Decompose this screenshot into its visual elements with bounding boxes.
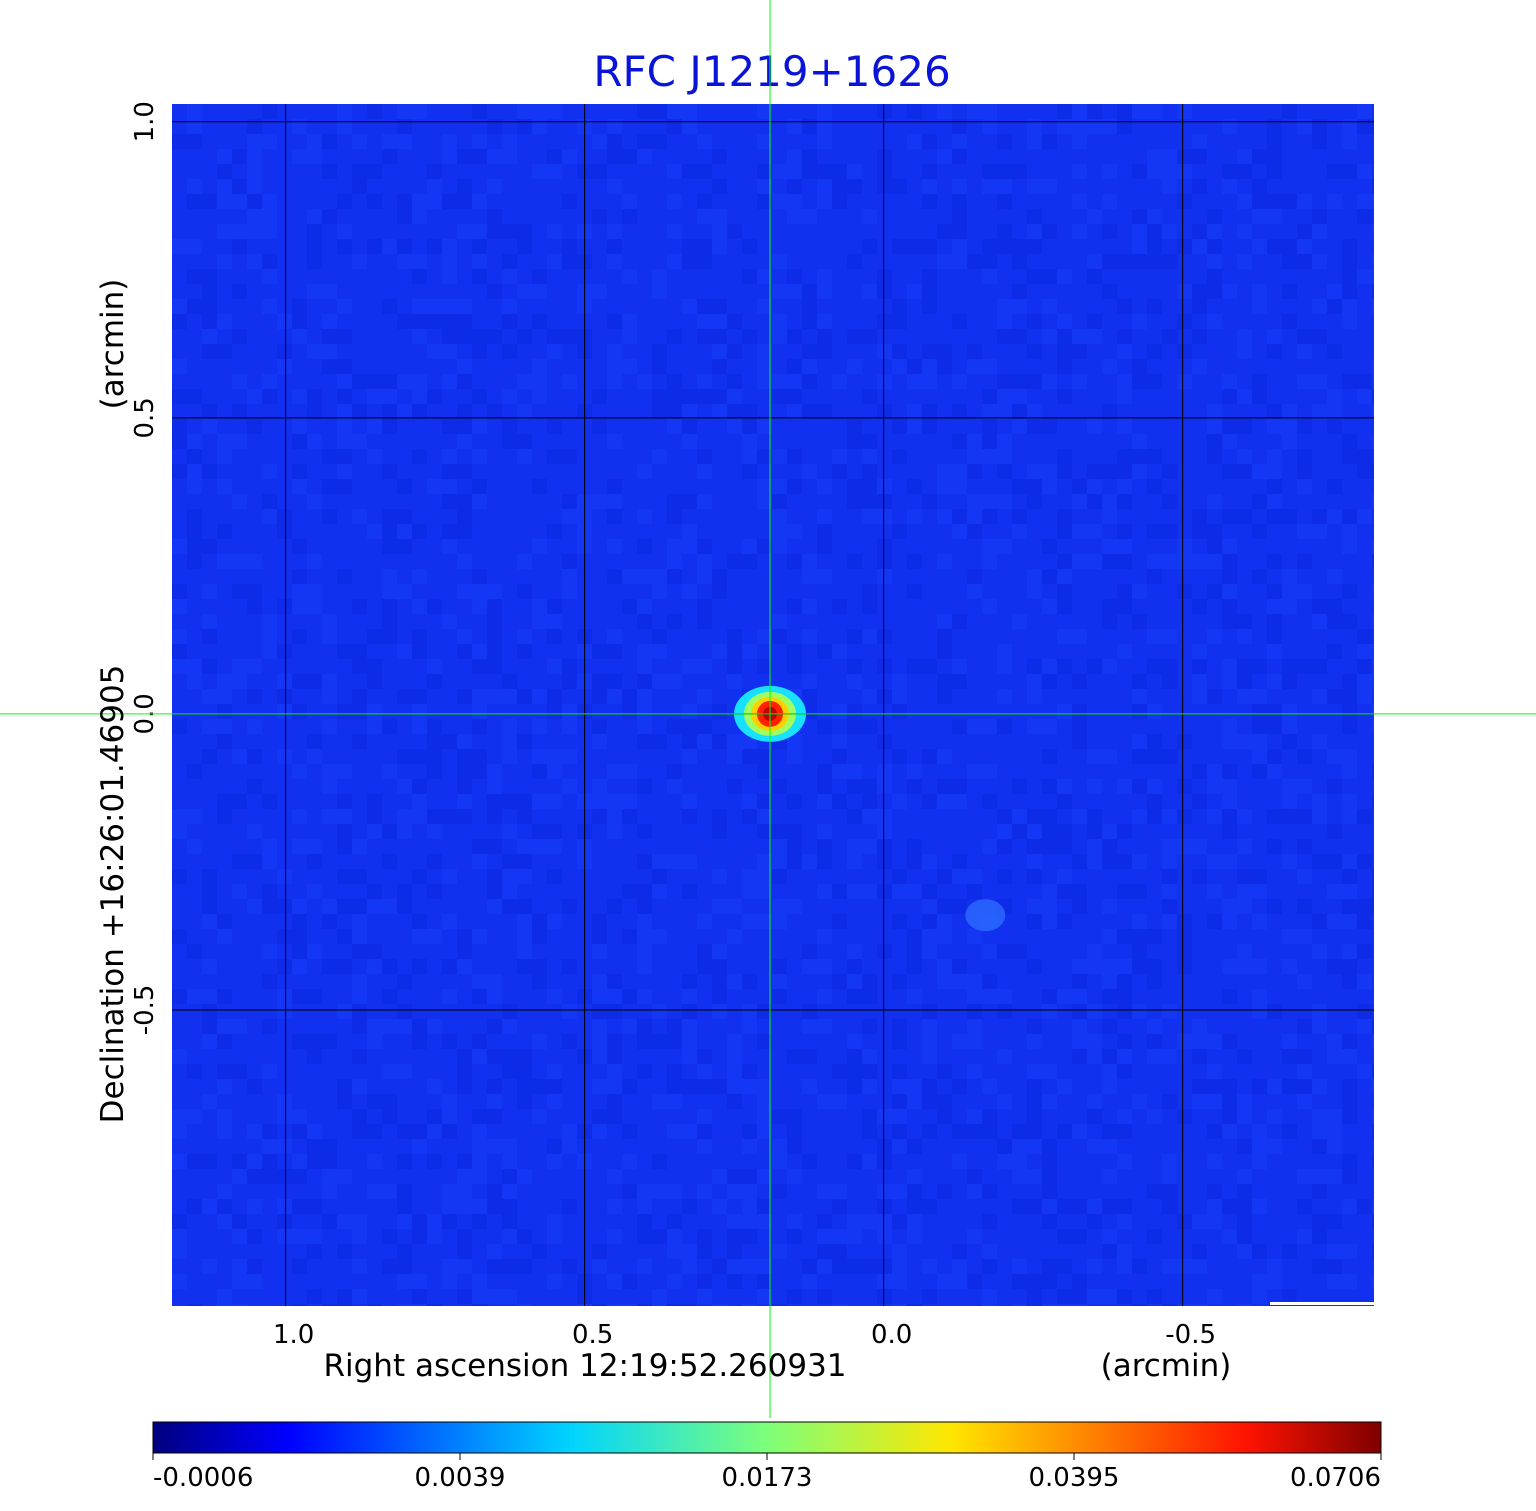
x-axis-label: Right ascension 12:19:52.260931 bbox=[323, 1348, 846, 1384]
colorbar-ticks: -0.0006 0.0039 0.0173 0.0395 0.0706 bbox=[152, 1453, 1382, 1493]
colorbar bbox=[152, 1421, 1382, 1454]
chart-title: RFC J1219+1626 bbox=[593, 47, 950, 96]
crosshair bbox=[0, 0, 1536, 1418]
noise-pixels bbox=[172, 104, 1374, 1306]
colorbar-tick-label-1: 0.0039 bbox=[415, 1463, 506, 1493]
y-tick-label-1: 0.5 bbox=[130, 397, 160, 438]
x-axis-unit: (arcmin) bbox=[1101, 1348, 1232, 1384]
x-tick-label-2: 0.0 bbox=[871, 1320, 912, 1350]
colorbar-tick-label-0: -0.0006 bbox=[153, 1463, 253, 1493]
y-axis-unit: (arcmin) bbox=[95, 279, 131, 410]
y-tick-label-3: -0.5 bbox=[130, 985, 160, 1036]
y-tick-label-0: 1.0 bbox=[130, 101, 160, 142]
x-tick-label-3: -0.5 bbox=[1165, 1320, 1216, 1350]
source-secondary bbox=[965, 899, 1006, 932]
colorbar-tick-label-2: 0.0173 bbox=[722, 1463, 813, 1493]
image-plot-area bbox=[172, 104, 1374, 1306]
tick-labels: 1.0 0.5 0.0 -0.51.00.50.0-0.5 bbox=[130, 101, 1216, 1350]
colorbar-tick-label-3: 0.0395 bbox=[1029, 1463, 1120, 1493]
y-axis-label: Declination +16:26:01.46905 bbox=[95, 665, 131, 1124]
scale-bar bbox=[1270, 1302, 1374, 1305]
x-tick-label-0: 1.0 bbox=[273, 1320, 314, 1350]
x-tick-label-1: 0.5 bbox=[572, 1320, 613, 1350]
colorbar-tick-label-4: 0.0706 bbox=[1290, 1463, 1381, 1493]
